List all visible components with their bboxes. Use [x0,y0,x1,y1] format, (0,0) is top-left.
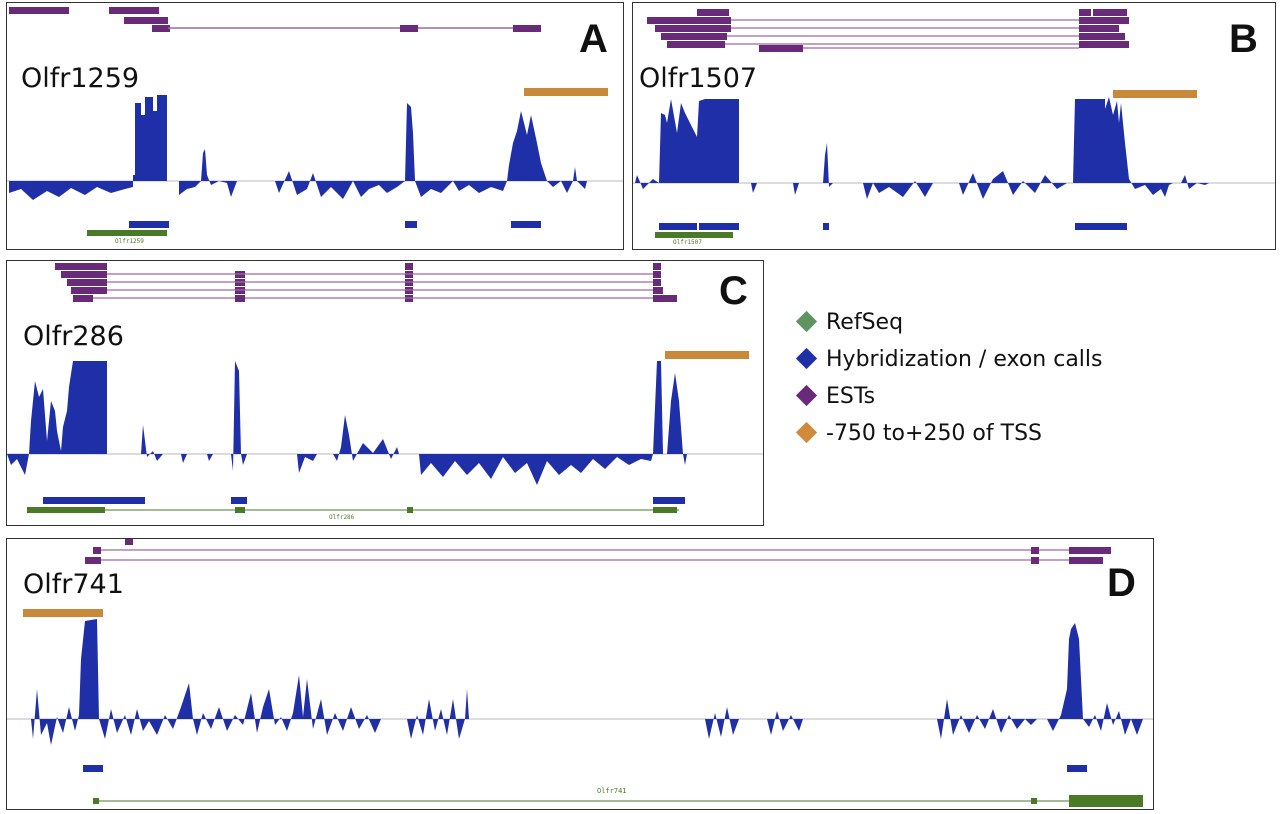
hybridization-signal [635,97,1209,199]
refseq-track [27,507,679,513]
tss-bar [524,88,608,96]
refseq-bar [87,230,167,236]
panel-letter: D [1107,561,1136,605]
panel-letter: B [1229,17,1258,61]
panel-a: Olfr1259 A Olfr1259 [6,2,624,250]
refseq-label: Olfr286 [329,514,355,521]
est-track [647,9,1129,52]
est-diamond-icon [795,384,818,406]
hybridization-diamond-icon [795,347,818,369]
panel-a-tracks [7,7,623,236]
est-track [55,263,677,302]
legend: RefSeq Hybridization / exon calls ESTs -… [795,304,1102,452]
legend-label: ESTs [826,384,876,409]
panel-d: Olfr741 D Olfr741 [6,538,1154,810]
refseq-diamond-icon [795,310,818,332]
panel-letter: C [719,269,748,313]
refseq-track [93,795,1143,807]
refseq-bar [655,232,733,238]
gene-name: Olfr286 [23,321,124,352]
legend-label: RefSeq [826,310,904,335]
refseq-label: Olfr1507 [673,239,702,246]
refseq-label: Olfr1259 [115,238,144,245]
gene-name: Olfr741 [23,569,124,600]
gene-name: Olfr1259 [21,63,140,94]
tss-diamond-icon [795,421,818,443]
est-track [9,7,541,32]
est-track [85,539,1111,564]
exon-calls [83,765,1087,772]
tss-bar [1113,90,1197,98]
exon-calls [659,223,1127,230]
legend-label: Hybridization / exon calls [826,347,1103,372]
legend-item-refseq: RefSeq [795,304,1102,341]
hybridization-signal [31,619,1143,745]
panel-c: Olfr286 C Olfr286 [6,260,764,526]
panel-b: Olfr1507 B Olfr1507 [632,2,1276,250]
hybridization-signal [7,361,687,485]
legend-item-tss: -750 to+250 of TSS [795,415,1102,452]
panel-b-tracks [633,9,1275,238]
exon-calls [43,497,685,504]
tss-bar [23,609,103,617]
panel-d-tracks [7,539,1153,807]
tss-bar [665,351,749,359]
legend-label: -750 to+250 of TSS [826,421,1042,446]
refseq-label: Olfr741 [597,787,627,795]
gene-name: Olfr1507 [639,63,758,94]
hybridization-signal [9,95,587,200]
exon-calls [129,221,541,228]
legend-item-hybridization: Hybridization / exon calls [795,341,1102,378]
panel-letter: A [579,17,608,61]
panel-c-tracks [7,263,763,513]
legend-item-ests: ESTs [795,378,1102,415]
